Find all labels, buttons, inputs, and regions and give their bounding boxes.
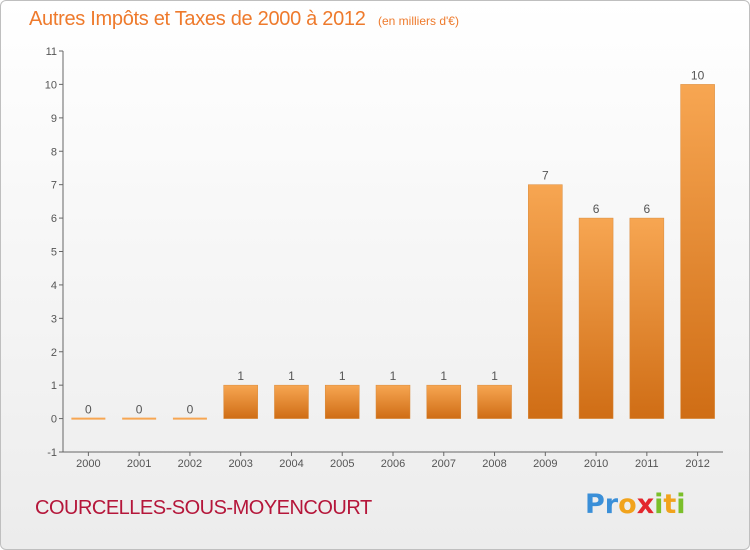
commune-name: COURCELLES-SOUS-MOYENCOURT — [35, 497, 372, 519]
data-label: 1 — [440, 369, 447, 383]
x-tick-label: 2002 — [178, 458, 202, 470]
y-tick-label: 3 — [51, 313, 57, 325]
y-tick-label: 6 — [51, 213, 57, 225]
chart-unit-note: (en milliers d'€) — [378, 14, 459, 28]
data-label: 1 — [390, 369, 397, 383]
bar — [426, 384, 462, 419]
x-tick-label: 2001 — [127, 458, 151, 470]
data-label: 6 — [593, 202, 600, 216]
data-label: 7 — [542, 169, 549, 183]
brand-letter: t — [663, 489, 677, 520]
x-tick-label: 2007 — [432, 458, 456, 470]
brand-letter: x — [636, 489, 655, 520]
x-tick-label: 2008 — [482, 458, 506, 470]
bar — [477, 384, 512, 419]
y-tick-label: -1 — [47, 447, 57, 459]
x-tick-label: 2006 — [381, 458, 405, 470]
data-label: 0 — [187, 403, 194, 417]
x-tick-label: 2011 — [635, 458, 659, 470]
data-label: 1 — [491, 369, 498, 383]
y-tick-label: 0 — [51, 414, 57, 426]
y-tick-label: 7 — [51, 180, 57, 192]
y-tick-label: 9 — [51, 113, 57, 125]
y-tick-label: 1 — [51, 380, 57, 392]
bar — [528, 184, 563, 419]
data-label: 1 — [339, 369, 346, 383]
x-tick-label: 2012 — [685, 458, 709, 470]
brand-letter: r — [604, 489, 619, 520]
data-label: 1 — [288, 369, 295, 383]
x-tick-label: 2003 — [228, 458, 252, 470]
bar — [223, 384, 258, 419]
data-label: 10 — [691, 68, 705, 82]
proxiti-logo: Proxiti — [585, 489, 686, 520]
y-tick-label: 2 — [51, 347, 57, 359]
bar — [324, 384, 360, 419]
brand-letter: P — [585, 489, 605, 520]
y-tick-label: 4 — [51, 280, 57, 292]
y-tick-label: 5 — [51, 247, 57, 259]
brand-letter: i — [654, 489, 664, 520]
data-label: 0 — [85, 403, 92, 417]
bar — [680, 84, 715, 419]
data-label: 0 — [136, 403, 143, 417]
bar — [375, 384, 411, 419]
y-tick-label: 8 — [51, 146, 57, 158]
chart-title: Autres Impôts et Taxes de 2000 à 2012 — [29, 8, 366, 30]
x-tick-label: 2000 — [76, 458, 100, 470]
x-tick-label: 2005 — [330, 458, 354, 470]
y-tick-label: 11 — [46, 46, 57, 58]
bar — [578, 217, 614, 419]
brand-letter: o — [618, 489, 637, 520]
chart-title-row: Autres Impôts et Taxes de 2000 à 2012 (e… — [29, 8, 459, 31]
bar — [629, 217, 665, 419]
y-tick-label: 10 — [45, 79, 57, 91]
bar — [274, 384, 309, 419]
x-tick-label: 2010 — [584, 458, 608, 470]
x-tick-label: 2009 — [533, 458, 557, 470]
data-label: 1 — [237, 369, 244, 383]
brand-letter: i — [676, 489, 686, 520]
x-tick-label: 2004 — [279, 458, 303, 470]
data-label: 6 — [644, 202, 651, 216]
